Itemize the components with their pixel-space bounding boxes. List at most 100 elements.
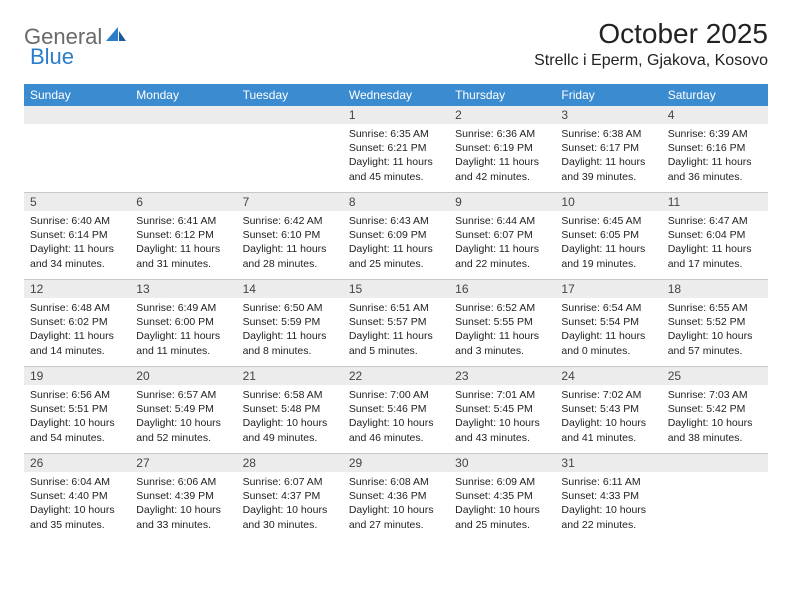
day-body: Sunrise: 6:06 AMSunset: 4:39 PMDaylight:… xyxy=(130,472,236,538)
day-cell: 8 Sunrise: 6:43 AMSunset: 6:09 PMDaylight… xyxy=(343,193,449,279)
sunset-text: Sunset: 6:12 PM xyxy=(136,228,230,242)
day-cell: 11Sunrise: 6:47 AMSunset: 6:04 PMDayligh… xyxy=(662,193,768,279)
day-number: 25 xyxy=(662,367,768,385)
sunrise-text: Sunrise: 6:52 AM xyxy=(455,301,549,315)
day-cell: 21Sunrise: 6:58 AMSunset: 5:48 PMDayligh… xyxy=(237,367,343,453)
day-cell: 5Sunrise: 6:40 AMSunset: 6:14 PMDaylight… xyxy=(24,193,130,279)
daylight-text: Daylight: 11 hours and 39 minutes. xyxy=(561,155,655,183)
daylight-text: Daylight: 11 hours and 42 minutes. xyxy=(455,155,549,183)
day-cell: 25Sunrise: 7:03 AMSunset: 5:42 PMDayligh… xyxy=(662,367,768,453)
weekday-friday: Friday xyxy=(555,84,661,106)
daylight-text: Daylight: 11 hours and 17 minutes. xyxy=(668,242,762,270)
day-number: 5 xyxy=(24,193,130,211)
day-cell: 18Sunrise: 6:55 AMSunset: 5:52 PMDayligh… xyxy=(662,280,768,366)
daylight-text: Daylight: 11 hours and 25 minutes. xyxy=(349,242,443,270)
daylight-text: Daylight: 10 hours and 25 minutes. xyxy=(455,503,549,531)
sunrise-text: Sunrise: 6:41 AM xyxy=(136,214,230,228)
day-number: 13 xyxy=(130,280,236,298)
day-cell: 3Sunrise: 6:38 AMSunset: 6:17 PMDaylight… xyxy=(555,106,661,192)
day-number: 8 xyxy=(343,193,449,211)
day-number: 17 xyxy=(555,280,661,298)
sunrise-text: Sunrise: 7:00 AM xyxy=(349,388,443,402)
sunrise-text: Sunrise: 6:39 AM xyxy=(668,127,762,141)
sunset-text: Sunset: 6:09 PM xyxy=(349,228,443,242)
day-cell xyxy=(237,106,343,192)
daylight-text: Daylight: 10 hours and 22 minutes. xyxy=(561,503,655,531)
logo-text-blue-wrap: Blue xyxy=(30,44,74,70)
day-body: Sunrise: 6:58 AMSunset: 5:48 PMDaylight:… xyxy=(237,385,343,451)
day-cell: 13Sunrise: 6:49 AMSunset: 6:00 PMDayligh… xyxy=(130,280,236,366)
day-number: 30 xyxy=(449,454,555,472)
day-body: Sunrise: 6:50 AMSunset: 5:59 PMDaylight:… xyxy=(237,298,343,364)
sunrise-text: Sunrise: 6:45 AM xyxy=(561,214,655,228)
weekday-thursday: Thursday xyxy=(449,84,555,106)
day-number xyxy=(237,106,343,124)
sunrise-text: Sunrise: 6:07 AM xyxy=(243,475,337,489)
day-number: 29 xyxy=(343,454,449,472)
day-body: Sunrise: 6:40 AMSunset: 6:14 PMDaylight:… xyxy=(24,211,130,277)
sunrise-text: Sunrise: 6:43 AM xyxy=(349,214,443,228)
day-body: Sunrise: 6:35 AMSunset: 6:21 PMDaylight:… xyxy=(343,124,449,190)
sunset-text: Sunset: 5:52 PM xyxy=(668,315,762,329)
day-cell: 31Sunrise: 6:11 AMSunset: 4:33 PMDayligh… xyxy=(555,454,661,540)
week-row: 1Sunrise: 6:35 AMSunset: 6:21 PMDaylight… xyxy=(24,106,768,192)
daylight-text: Daylight: 10 hours and 46 minutes. xyxy=(349,416,443,444)
daylight-text: Daylight: 10 hours and 49 minutes. xyxy=(243,416,337,444)
day-number: 22 xyxy=(343,367,449,385)
day-body: Sunrise: 6:07 AMSunset: 4:37 PMDaylight:… xyxy=(237,472,343,538)
day-number: 28 xyxy=(237,454,343,472)
day-cell: 28Sunrise: 6:07 AMSunset: 4:37 PMDayligh… xyxy=(237,454,343,540)
daylight-text: Daylight: 11 hours and 14 minutes. xyxy=(30,329,124,357)
day-body: Sunrise: 6:51 AMSunset: 5:57 PMDaylight:… xyxy=(343,298,449,364)
day-cell xyxy=(24,106,130,192)
day-body: Sunrise: 6:56 AMSunset: 5:51 PMDaylight:… xyxy=(24,385,130,451)
sunset-text: Sunset: 6:21 PM xyxy=(349,141,443,155)
sunrise-text: Sunrise: 6:36 AM xyxy=(455,127,549,141)
daylight-text: Daylight: 11 hours and 31 minutes. xyxy=(136,242,230,270)
day-number: 2 xyxy=(449,106,555,124)
day-cell: 27Sunrise: 6:06 AMSunset: 4:39 PMDayligh… xyxy=(130,454,236,540)
day-number: 26 xyxy=(24,454,130,472)
day-number: 9 xyxy=(449,193,555,211)
day-number: 18 xyxy=(662,280,768,298)
daylight-text: Daylight: 10 hours and 41 minutes. xyxy=(561,416,655,444)
daylight-text: Daylight: 11 hours and 28 minutes. xyxy=(243,242,337,270)
sunset-text: Sunset: 6:10 PM xyxy=(243,228,337,242)
day-cell: 19Sunrise: 6:56 AMSunset: 5:51 PMDayligh… xyxy=(24,367,130,453)
daylight-text: Daylight: 11 hours and 34 minutes. xyxy=(30,242,124,270)
day-cell: 17Sunrise: 6:54 AMSunset: 5:54 PMDayligh… xyxy=(555,280,661,366)
daylight-text: Daylight: 10 hours and 38 minutes. xyxy=(668,416,762,444)
sail-icon xyxy=(106,25,126,48)
daylight-text: Daylight: 10 hours and 35 minutes. xyxy=(30,503,124,531)
day-body: Sunrise: 6:49 AMSunset: 6:00 PMDaylight:… xyxy=(130,298,236,364)
sunrise-text: Sunrise: 6:42 AM xyxy=(243,214,337,228)
day-body: Sunrise: 7:01 AMSunset: 5:45 PMDaylight:… xyxy=(449,385,555,451)
sunrise-text: Sunrise: 7:01 AM xyxy=(455,388,549,402)
day-cell xyxy=(662,454,768,540)
daylight-text: Daylight: 10 hours and 43 minutes. xyxy=(455,416,549,444)
sunset-text: Sunset: 5:57 PM xyxy=(349,315,443,329)
day-body: Sunrise: 6:11 AMSunset: 4:33 PMDaylight:… xyxy=(555,472,661,538)
daylight-text: Daylight: 11 hours and 0 minutes. xyxy=(561,329,655,357)
weekday-header-row: Sunday Monday Tuesday Wednesday Thursday… xyxy=(24,84,768,106)
sunrise-text: Sunrise: 6:58 AM xyxy=(243,388,337,402)
weekday-monday: Monday xyxy=(130,84,236,106)
day-number: 3 xyxy=(555,106,661,124)
day-cell: 29Sunrise: 6:08 AMSunset: 4:36 PMDayligh… xyxy=(343,454,449,540)
day-cell: 4Sunrise: 6:39 AMSunset: 6:16 PMDaylight… xyxy=(662,106,768,192)
day-cell: 26Sunrise: 6:04 AMSunset: 4:40 PMDayligh… xyxy=(24,454,130,540)
calendar: Sunday Monday Tuesday Wednesday Thursday… xyxy=(24,84,768,540)
weekday-tuesday: Tuesday xyxy=(237,84,343,106)
day-number: 14 xyxy=(237,280,343,298)
day-cell xyxy=(130,106,236,192)
sunset-text: Sunset: 5:45 PM xyxy=(455,402,549,416)
week-row: 5Sunrise: 6:40 AMSunset: 6:14 PMDaylight… xyxy=(24,192,768,279)
day-body: Sunrise: 6:48 AMSunset: 6:02 PMDaylight:… xyxy=(24,298,130,364)
day-cell: 24Sunrise: 7:02 AMSunset: 5:43 PMDayligh… xyxy=(555,367,661,453)
day-cell: 1Sunrise: 6:35 AMSunset: 6:21 PMDaylight… xyxy=(343,106,449,192)
day-cell: 9Sunrise: 6:44 AMSunset: 6:07 PMDaylight… xyxy=(449,193,555,279)
sunrise-text: Sunrise: 6:40 AM xyxy=(30,214,124,228)
sunset-text: Sunset: 5:55 PM xyxy=(455,315,549,329)
day-body: Sunrise: 6:38 AMSunset: 6:17 PMDaylight:… xyxy=(555,124,661,190)
day-number: 4 xyxy=(662,106,768,124)
